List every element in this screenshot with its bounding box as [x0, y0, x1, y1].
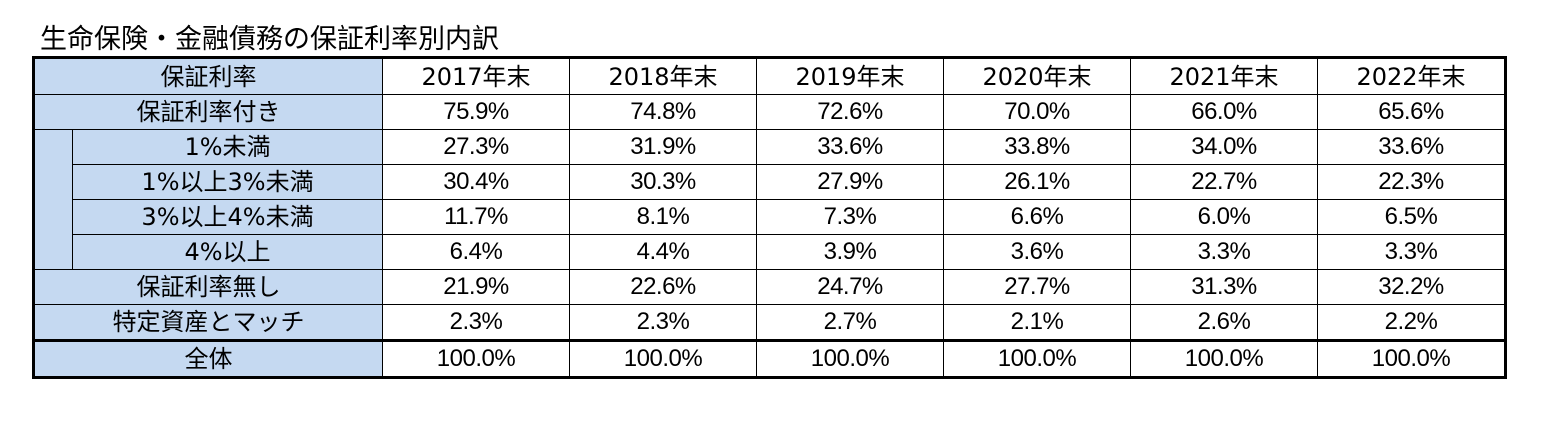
- value-cell: 2.6%: [1130, 304, 1318, 341]
- value-cell: 100.0%: [1130, 339, 1318, 377]
- row-label: 1%未満: [72, 129, 383, 165]
- table-row: 保証利率無し 21.9% 22.6% 24.7% 27.7% 31.3% 32.…: [34, 269, 1505, 305]
- value-cell: 2.3%: [382, 304, 570, 341]
- table-title: 生命保険・金融債務の保証利率別内訳: [40, 24, 499, 55]
- value-cell: 75.9%: [382, 94, 570, 130]
- value-cell: 66.0%: [1130, 94, 1318, 130]
- column-header: 2020年末: [943, 58, 1131, 95]
- value-cell: 100.0%: [1317, 339, 1505, 377]
- row-label: 全体: [34, 339, 383, 377]
- value-cell: 4.4%: [569, 234, 757, 270]
- value-cell: 33.8%: [943, 129, 1131, 165]
- value-cell: 11.7%: [382, 199, 570, 235]
- value-cell: 70.0%: [943, 94, 1131, 130]
- row-label: 3%以上4%未満: [72, 199, 383, 235]
- value-cell: 100.0%: [382, 339, 570, 377]
- value-cell: 100.0%: [756, 339, 944, 377]
- value-cell: 22.3%: [1317, 164, 1505, 200]
- value-cell: 3.3%: [1317, 234, 1505, 270]
- value-cell: 72.6%: [756, 94, 944, 130]
- column-header: 2018年末: [569, 58, 757, 95]
- column-header: 2019年末: [756, 58, 944, 95]
- row-label: 保証利率付き: [34, 94, 383, 130]
- value-cell: 26.1%: [943, 164, 1131, 200]
- value-cell: 27.7%: [943, 269, 1131, 305]
- subgroup-indent-cell: [34, 129, 73, 270]
- value-cell: 3.3%: [1130, 234, 1318, 270]
- row-label: 4%以上: [72, 234, 383, 270]
- value-cell: 6.6%: [943, 199, 1131, 235]
- value-cell: 2.1%: [943, 304, 1131, 341]
- value-cell: 6.5%: [1317, 199, 1505, 235]
- value-cell: 6.0%: [1130, 199, 1318, 235]
- table-row: 特定資産とマッチ 2.3% 2.3% 2.7% 2.1% 2.6% 2.2%: [34, 304, 1505, 341]
- value-cell: 6.4%: [382, 234, 570, 270]
- header-row: 保証利率 2017年末 2018年末 2019年末 2020年末 2021年末 …: [34, 58, 1505, 95]
- value-cell: 30.4%: [382, 164, 570, 200]
- value-cell: 34.0%: [1130, 129, 1318, 165]
- row-label: 特定資産とマッチ: [34, 304, 383, 341]
- value-cell: 24.7%: [756, 269, 944, 305]
- value-cell: 32.2%: [1317, 269, 1505, 305]
- value-cell: 74.8%: [569, 94, 757, 130]
- value-cell: 2.2%: [1317, 304, 1505, 341]
- guarantee-rate-table: 保証利率 2017年末 2018年末 2019年末 2020年末 2021年末 …: [32, 56, 1507, 379]
- value-cell: 27.9%: [756, 164, 944, 200]
- value-cell: 33.6%: [756, 129, 944, 165]
- table-row: 1%以上3%未満 30.4% 30.3% 27.9% 26.1% 22.7% 2…: [35, 164, 1505, 200]
- row-label: 1%以上3%未満: [72, 164, 383, 200]
- value-cell: 2.3%: [569, 304, 757, 341]
- header-label-cell: 保証利率: [34, 58, 383, 95]
- table-row: 保証利率付き 75.9% 74.8% 72.6% 70.0% 66.0% 65.…: [34, 94, 1505, 130]
- value-cell: 100.0%: [569, 339, 757, 377]
- column-header: 2021年末: [1130, 58, 1318, 95]
- value-cell: 7.3%: [756, 199, 944, 235]
- value-cell: 100.0%: [943, 339, 1131, 377]
- row-label: 保証利率無し: [34, 269, 383, 305]
- value-cell: 21.9%: [382, 269, 570, 305]
- value-cell: 65.6%: [1317, 94, 1505, 130]
- total-row: 全体 100.0% 100.0% 100.0% 100.0% 100.0% 10…: [34, 339, 1505, 377]
- value-cell: 27.3%: [382, 129, 570, 165]
- column-header: 2017年末: [382, 58, 570, 95]
- value-cell: 31.3%: [1130, 269, 1318, 305]
- value-cell: 3.6%: [943, 234, 1131, 270]
- column-header: 2022年末: [1317, 58, 1505, 95]
- value-cell: 22.6%: [569, 269, 757, 305]
- value-cell: 8.1%: [569, 199, 757, 235]
- table-row: 4%以上 6.4% 4.4% 3.9% 3.6% 3.3% 3.3%: [35, 234, 1505, 270]
- table-row: 3%以上4%未満 11.7% 8.1% 7.3% 6.6% 6.0% 6.5%: [35, 199, 1505, 235]
- table-row: 1%未満 27.3% 31.9% 33.6% 33.8% 34.0% 33.6%: [34, 129, 1505, 270]
- value-cell: 22.7%: [1130, 164, 1318, 200]
- value-cell: 31.9%: [569, 129, 757, 165]
- value-cell: 33.6%: [1317, 129, 1505, 165]
- value-cell: 3.9%: [756, 234, 944, 270]
- value-cell: 2.7%: [756, 304, 944, 341]
- value-cell: 30.3%: [569, 164, 757, 200]
